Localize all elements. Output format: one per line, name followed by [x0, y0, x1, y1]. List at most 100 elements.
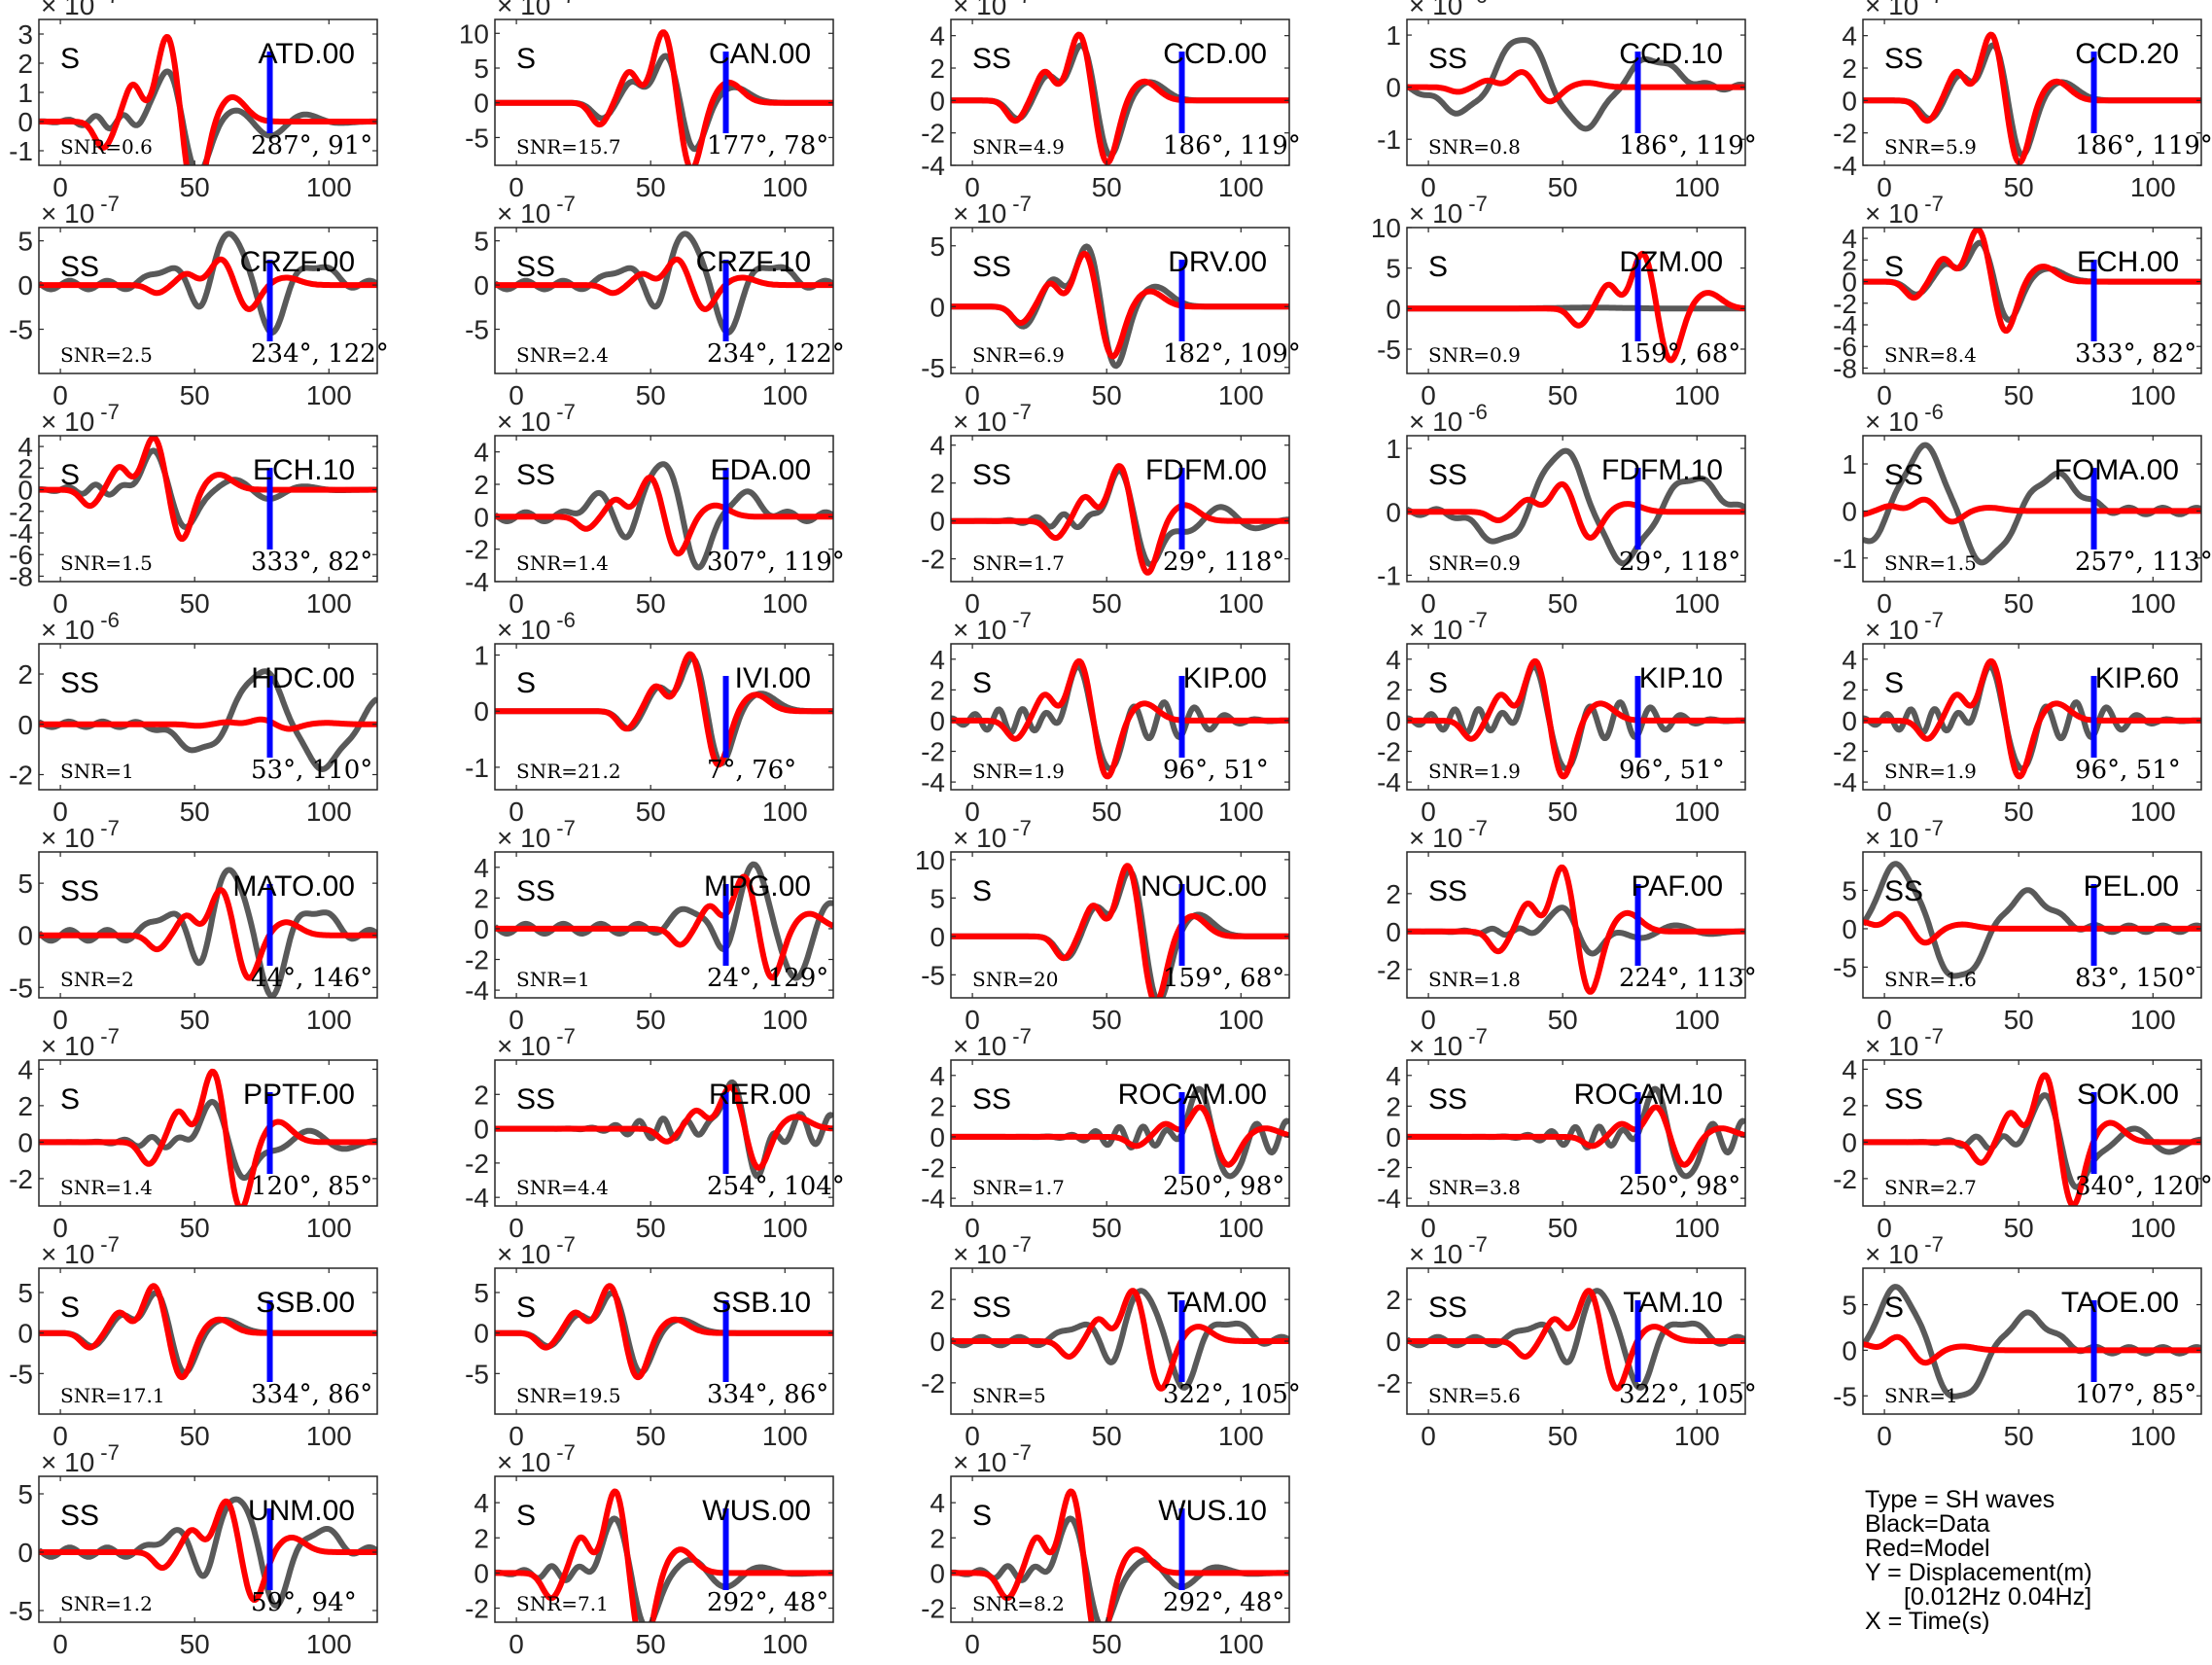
- y-tick-label: 5: [18, 1278, 33, 1308]
- snr-label: SNR=1.4: [516, 551, 609, 575]
- y-tick-label: -4: [1833, 151, 1857, 181]
- station-label: FDFM.00: [1145, 454, 1267, 486]
- station-label: CCD.00: [1163, 38, 1267, 70]
- y-tick-label: 2: [1386, 1285, 1401, 1315]
- y-tick-label: -4: [1833, 310, 1857, 340]
- exponent-power: -7: [1012, 400, 1032, 424]
- station-label: HDC.00: [251, 662, 355, 694]
- x-tick-label: 0: [53, 1005, 68, 1035]
- station-label: ROCAM.10: [1574, 1079, 1723, 1111]
- model-trace: [495, 256, 833, 312]
- x-tick-label: 100: [2130, 588, 2176, 619]
- y-tick-label: -2: [1377, 955, 1401, 985]
- angle-label: 307°, 119°: [707, 548, 845, 577]
- x-tick-label: 100: [1674, 172, 1720, 202]
- plot-area: [1407, 864, 1745, 995]
- snr-label: SNR=3.8: [1428, 1176, 1521, 1199]
- x-tick-label: 100: [762, 172, 808, 202]
- axes-box: [1862, 18, 2202, 166]
- station-label: FDFM.10: [1601, 454, 1723, 486]
- y-tick-label: 5: [1842, 875, 1857, 905]
- phase-label: SS: [1428, 459, 1467, 491]
- exponent-base: × 10: [41, 823, 94, 853]
- exponent-base: × 10: [1865, 407, 1918, 437]
- axes-box: [1406, 1059, 1746, 1207]
- phase-label: S: [60, 459, 80, 491]
- y-tick-label: 0: [930, 86, 945, 116]
- y-tick-label: 4: [1842, 1054, 1857, 1084]
- y-tick-label: -5: [1833, 952, 1857, 982]
- y-exponent: × 10-7: [953, 1232, 1032, 1269]
- y-tick-label: 4: [1842, 645, 1857, 675]
- y-tick-label: -2: [1833, 289, 1857, 319]
- x-tick-label: 100: [1674, 1005, 1720, 1035]
- plot-area: [1407, 657, 1745, 780]
- angle-label: 29°, 118°: [1619, 548, 1740, 577]
- exponent-base: × 10: [497, 0, 550, 20]
- x-tick-label: 100: [306, 797, 352, 827]
- x-tick-label: 50: [2004, 797, 2034, 827]
- x-tick-label: 50: [2004, 380, 2034, 410]
- x-tick-label: 50: [636, 380, 666, 410]
- y-exponent: × 10-7: [1865, 608, 1944, 645]
- y-tick-label: -4: [465, 567, 489, 597]
- y-tick-label: 4: [930, 1061, 945, 1091]
- x-tick-label: 50: [180, 588, 210, 619]
- model-trace: [39, 1068, 377, 1206]
- model-trace: [39, 1283, 377, 1381]
- phase-label: SS: [972, 459, 1011, 491]
- x-tick-label: 0: [509, 1421, 524, 1451]
- snr-label: SNR=1.9: [972, 760, 1065, 783]
- angle-label: 334°, 86°: [707, 1380, 828, 1409]
- phase-label: S: [1428, 251, 1448, 283]
- y-tick-label: 4: [474, 1488, 489, 1518]
- phase-label: S: [516, 1292, 536, 1324]
- station-label: CAN.00: [709, 38, 811, 70]
- x-tick-label: 50: [1092, 1005, 1122, 1035]
- snr-label: SNR=2.7: [1884, 1176, 1977, 1199]
- exponent-base: × 10: [953, 407, 1006, 437]
- exponent-base: × 10: [953, 1031, 1006, 1061]
- y-tick-label: 4: [18, 432, 33, 462]
- angle-label: 159°, 68°: [1619, 339, 1740, 369]
- x-tick-label: 100: [762, 797, 808, 827]
- y-tick-label: 0: [930, 706, 945, 736]
- exponent-base: × 10: [41, 198, 94, 229]
- snr-label: SNR=1.7: [972, 1176, 1065, 1199]
- plot-area: [1407, 1288, 1745, 1392]
- axes-box: [1862, 1267, 2202, 1415]
- y-tick-label: 0: [1842, 914, 1857, 944]
- station-label: RER.00: [709, 1079, 811, 1111]
- phase-label: SS: [1884, 1083, 1923, 1116]
- angle-label: 340°, 120°: [2075, 1172, 2212, 1201]
- axes-box: [38, 1267, 378, 1415]
- axes-box: [950, 851, 1290, 999]
- plot-area: [1863, 861, 2201, 979]
- y-exponent: × 10-6: [1409, 400, 1488, 437]
- y-tick-label: -2: [465, 1149, 489, 1179]
- y-exponent: × 10-7: [497, 816, 576, 853]
- y-tick-label: 2: [1842, 675, 1857, 705]
- y-tick-label: 0: [474, 1558, 489, 1588]
- exponent-power: -7: [100, 1440, 120, 1465]
- exponent-power: -7: [1924, 816, 1944, 840]
- y-exponent: × 10-7: [497, 1440, 576, 1477]
- axes-box: [950, 1475, 1290, 1623]
- x-tick-label: 50: [636, 1421, 666, 1451]
- station-label: SSB.00: [256, 1287, 355, 1319]
- plot-area: [39, 867, 377, 998]
- exponent-base: × 10: [41, 1239, 94, 1269]
- axes-box: [1862, 851, 2202, 999]
- plot-area: [495, 29, 833, 165]
- y-exponent: × 10-6: [41, 608, 120, 645]
- axes-box: [494, 435, 834, 583]
- exponent-power: -7: [556, 400, 576, 424]
- y-tick-label: 5: [474, 227, 489, 257]
- model-trace: [1863, 496, 2201, 525]
- y-exponent: × 10-7: [497, 192, 576, 229]
- exponent-base: × 10: [1409, 615, 1462, 645]
- phase-label: SS: [1428, 1292, 1467, 1324]
